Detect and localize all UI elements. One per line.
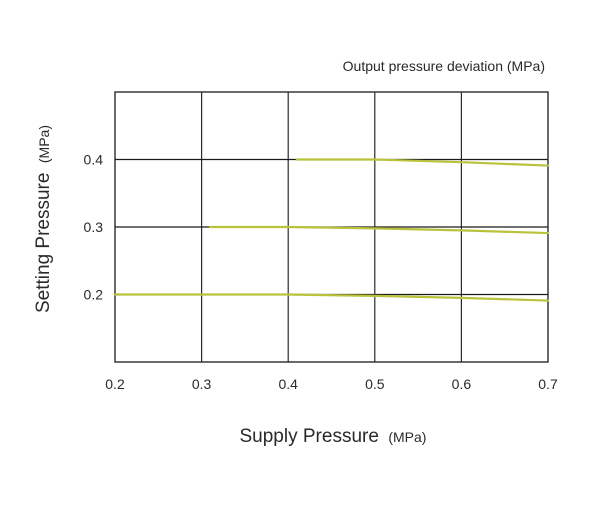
y-tick-label: 0.4 [84, 152, 104, 168]
x-axis-label-unit: (MPa) [388, 429, 426, 445]
x-tick-label: 0.3 [192, 376, 212, 392]
x-tick-label: 0.5 [365, 376, 385, 392]
x-tick-label: 0.4 [278, 376, 298, 392]
y-axis-label: Setting Pressure (MPa) [33, 125, 54, 313]
y-axis-label-main: Setting Pressure [33, 173, 54, 313]
x-axis-label-main: Supply Pressure [240, 426, 379, 447]
y-tick-label: 0.2 [84, 287, 104, 303]
data-series-3 [295, 158, 550, 167]
data-series-2 [209, 225, 550, 235]
plot-layer: 0.2 0.3 0.4 0.5 0.6 0.7 0.2 0.3 0.4 [84, 91, 558, 392]
x-tick-label: 0.7 [538, 376, 558, 392]
y-tick-label: 0.3 [84, 219, 104, 235]
data-series-1 [113, 293, 550, 302]
x-tick-label: 0.2 [105, 376, 125, 392]
y-axis-label-unit: (MPa) [36, 125, 52, 163]
x-axis-label: Supply Pressure (MPa) [240, 426, 427, 447]
x-tick-label: 0.6 [452, 376, 472, 392]
chart-title: Output pressure deviation (MPa) [343, 58, 545, 74]
